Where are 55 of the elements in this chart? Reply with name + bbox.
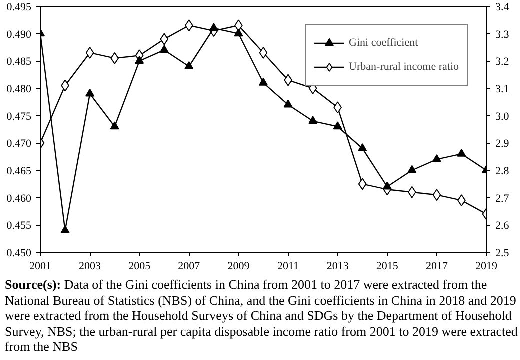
x-tick-label: 2007: [178, 260, 201, 272]
point: [60, 226, 70, 234]
x-tick-label: 2005: [128, 260, 152, 272]
point: [284, 100, 293, 108]
source-note: Source(s): Data of the Gini coefficients in China from 2001 to 2017 were extracted from the National Bureau of Statistics (NBS) of China, and the Gini coefficients in China in 2018 and 2019 were extracted from the Household Surveys of China and SDGs by the Department of Household Survey, NBS; the urban-rural per capita disposable income ratio from 2001 to 2019 were extracted from the NBS: [5, 277, 519, 355]
point: [209, 23, 218, 32]
x-tick-label: 2017: [426, 260, 448, 272]
x-tick-label: 2013: [326, 260, 350, 272]
x-tick-label: 2011: [277, 260, 300, 272]
point: [259, 78, 268, 86]
y2-tick-label: 2.7: [496, 192, 510, 205]
x-tick-label: 2003: [79, 260, 102, 272]
point: [110, 122, 120, 130]
x-tick-label: 2001: [30, 260, 52, 272]
point: [135, 56, 144, 64]
point: [160, 33, 169, 46]
y2-tick-label: 2.8: [496, 166, 510, 178]
y2-tick-label: 3.3: [496, 28, 510, 41]
y-tick-label: 0.480: [6, 84, 32, 96]
y-tick-label: 0.450: [6, 248, 32, 260]
legend-label: Gini coefficient: [349, 37, 418, 49]
point: [457, 148, 466, 157]
y-tick-label: 0.455: [6, 220, 32, 232]
x-tick-label: 2019: [476, 260, 498, 272]
point: [234, 28, 244, 37]
y-tick-label: 0.465: [6, 166, 32, 178]
point: [259, 46, 268, 59]
point: [86, 46, 94, 59]
y-tick-label: 0.460: [6, 192, 32, 205]
point: [308, 116, 318, 124]
point: [160, 45, 169, 54]
y2-tick-label: 2.6: [496, 220, 510, 232]
y2-tick-label: 3.0: [496, 110, 510, 123]
y-tick-label: 0.495: [6, 2, 32, 14]
point: [432, 154, 442, 162]
point: [408, 165, 417, 174]
point: [333, 122, 342, 130]
point: [86, 88, 95, 97]
y2-tick-label: 2.9: [496, 138, 510, 150]
y-tick-label: 0.490: [6, 28, 32, 41]
legend-label: Urban-rural income ratio: [349, 61, 459, 73]
y-tick-label: 0.470: [6, 138, 32, 150]
y-tick-label: 0.485: [6, 56, 32, 68]
y2-tick-label: 2.5: [496, 248, 510, 260]
point: [432, 189, 442, 202]
y-tick-label: 0.475: [6, 110, 32, 123]
y2-tick-label: 3.2: [496, 56, 510, 68]
point: [382, 182, 392, 190]
x-tick-label: 2015: [376, 260, 399, 272]
y2-tick-label: 3.1: [496, 84, 510, 96]
point: [358, 178, 367, 190]
point: [358, 144, 368, 152]
point: [184, 62, 194, 70]
y2-tick-label: 3.4: [496, 2, 510, 14]
x-tick-label: 2009: [228, 260, 250, 272]
